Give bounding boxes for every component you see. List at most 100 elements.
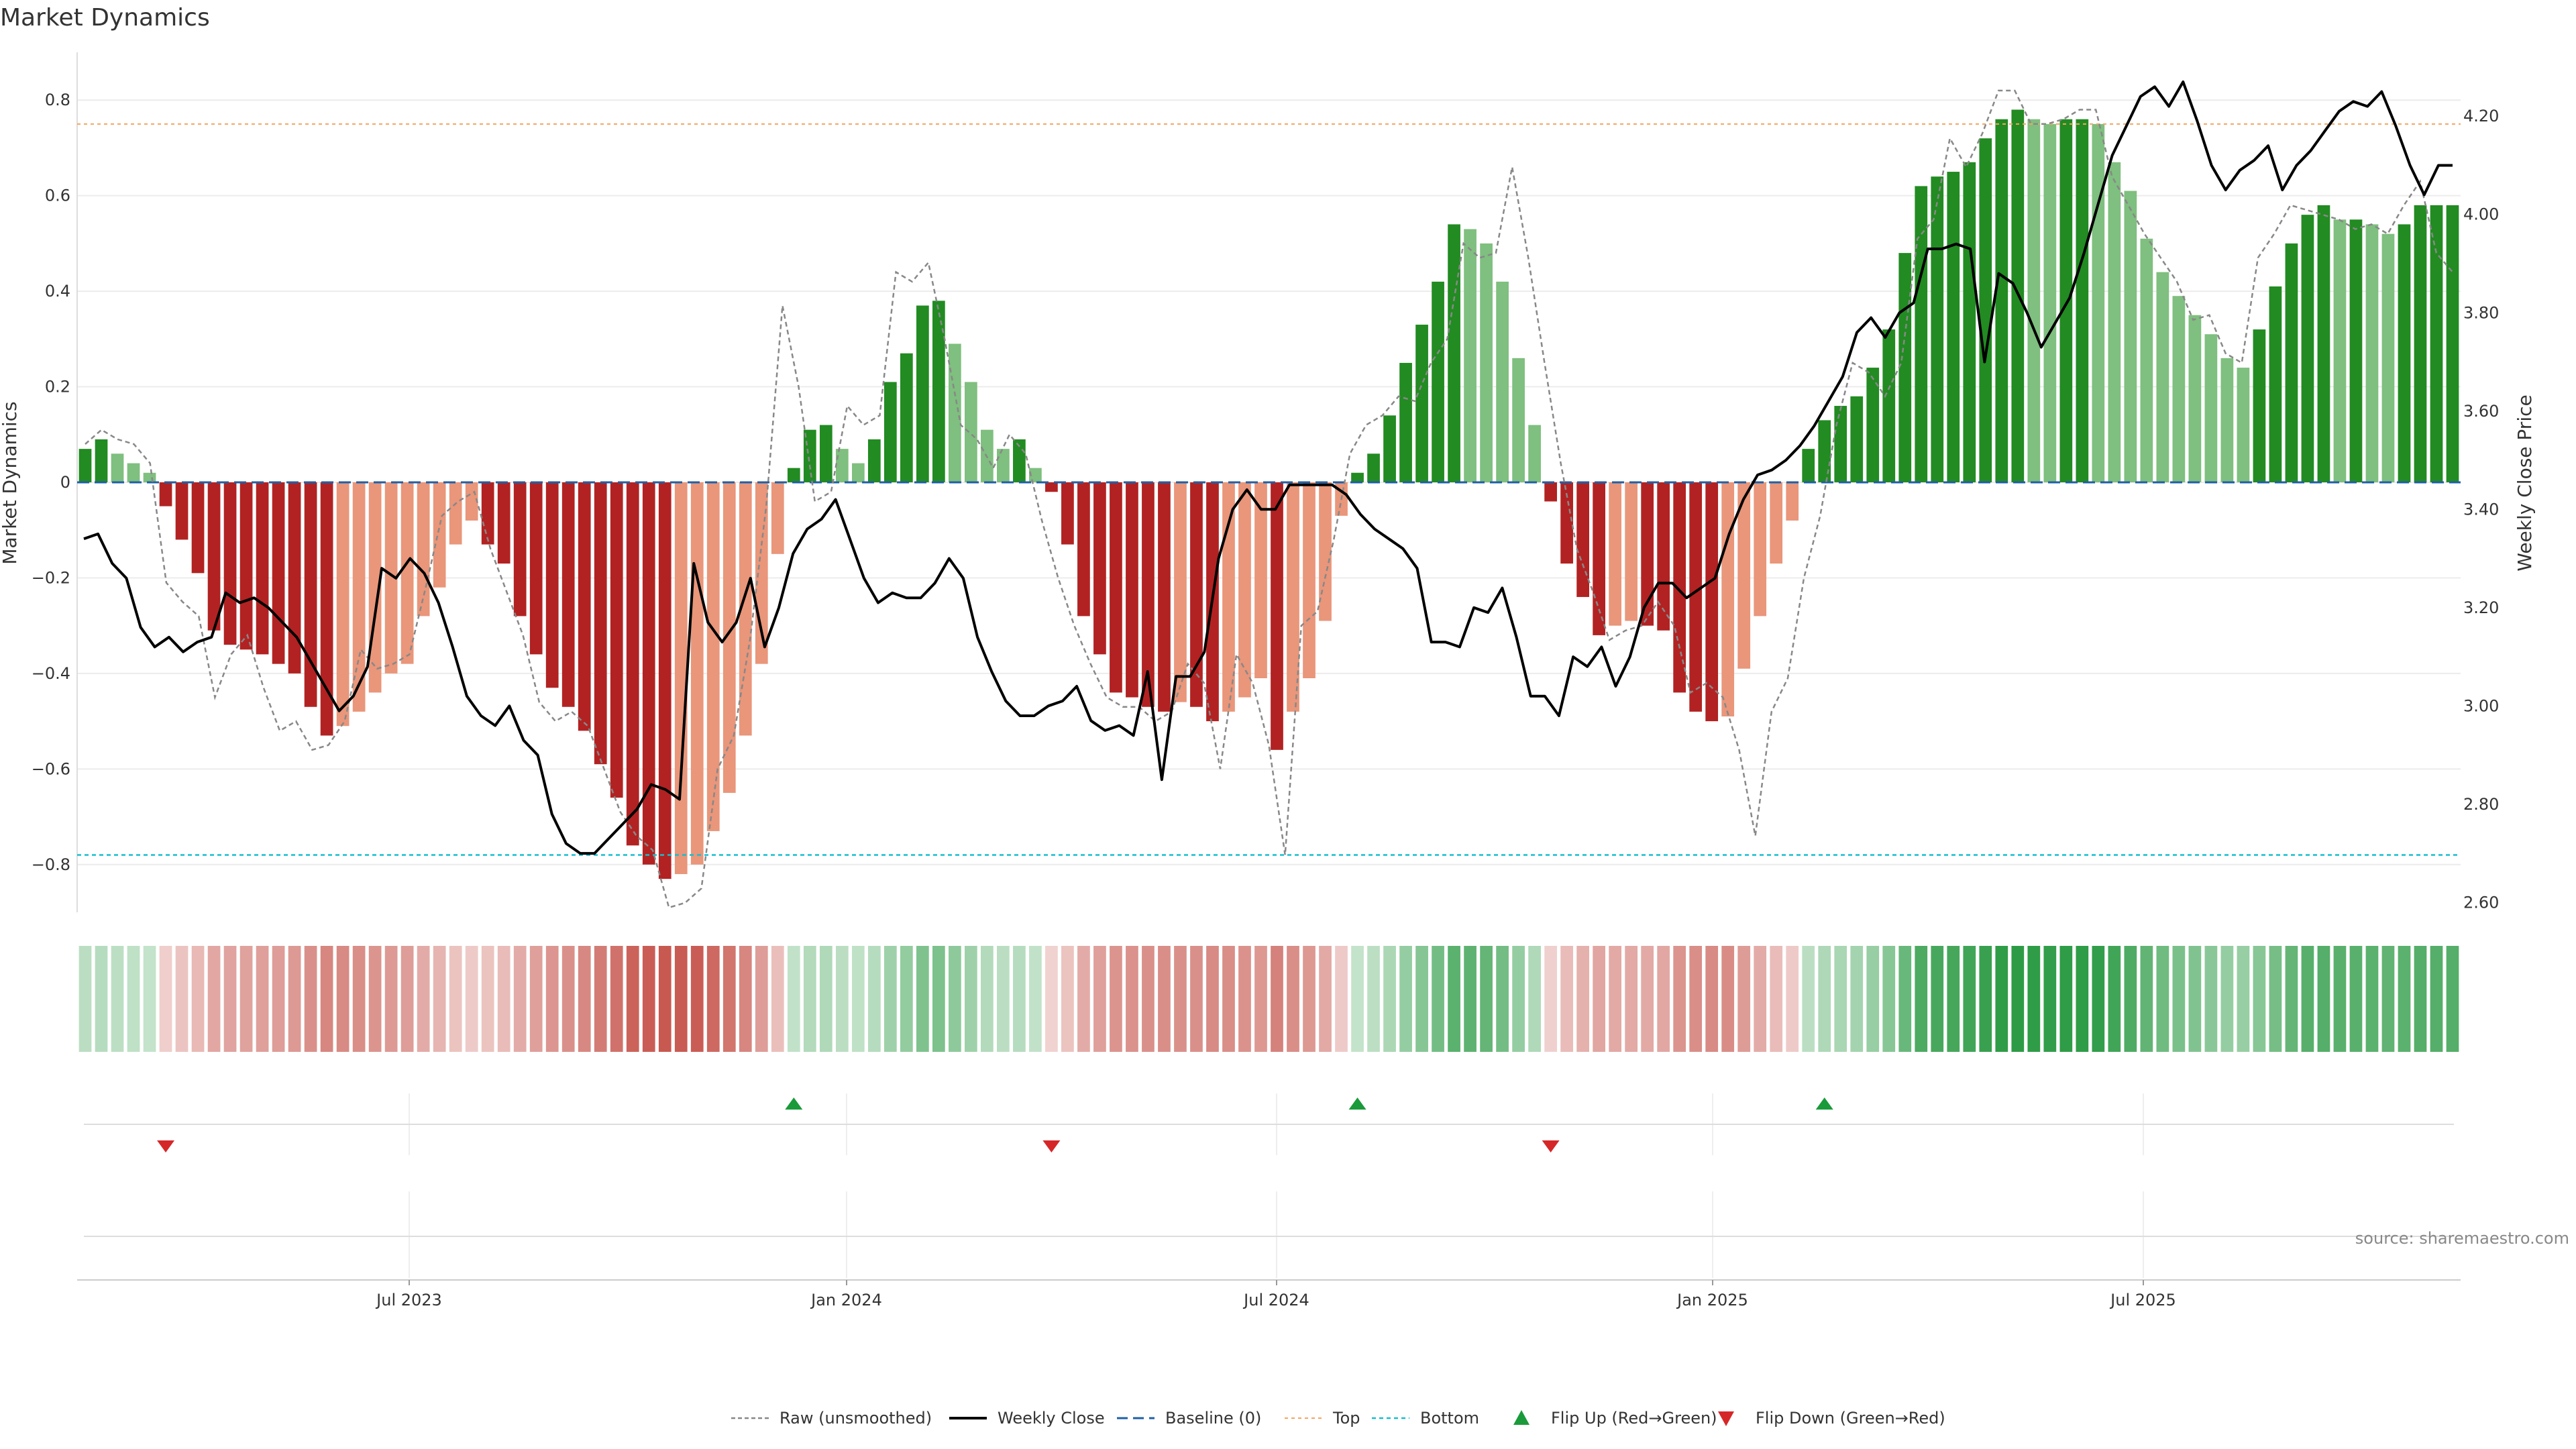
md-bar <box>127 463 140 482</box>
md-bar <box>2446 205 2459 482</box>
md-bar <box>1786 482 1799 521</box>
md-bar <box>1061 482 1074 545</box>
heat-cell <box>1995 946 2008 1052</box>
legend: Raw (unsmoothed) Weekly Close Baseline (0)… <box>731 1409 1945 1428</box>
heat-cell <box>1866 946 1880 1052</box>
md-bar <box>1496 281 1509 482</box>
x-tick-label: Jul 2025 <box>2109 1291 2176 1309</box>
md-bar <box>352 482 366 712</box>
md-bar <box>239 482 253 650</box>
legend-label: Bottom <box>1420 1409 1479 1428</box>
heat-cell <box>561 946 575 1052</box>
heat-cell <box>1737 946 1751 1052</box>
y-tick-label: −0.4 <box>32 664 70 683</box>
heat-cell <box>1480 946 1493 1052</box>
heat-cell <box>2301 946 2314 1052</box>
heat-cell <box>465 946 478 1052</box>
heat-cell <box>594 946 607 1052</box>
heat-cell <box>272 946 285 1052</box>
md-bar <box>1850 396 1864 482</box>
heat-cell <box>1383 946 1396 1052</box>
md-bar <box>1319 482 1332 621</box>
md-bar <box>674 482 688 875</box>
heat-cell <box>1415 946 1428 1052</box>
md-bar <box>1512 358 1525 482</box>
md-bar <box>819 425 833 482</box>
heat-cell <box>2059 946 2073 1052</box>
heat-strip <box>78 946 2459 1052</box>
md-bar <box>1657 482 1670 631</box>
md-bar <box>1689 482 1703 712</box>
heat-cell <box>2124 946 2137 1052</box>
heat-cell <box>997 946 1010 1052</box>
heat-cell <box>787 946 800 1052</box>
heat-cell <box>1963 946 1976 1052</box>
heat-cell <box>2349 946 2363 1052</box>
md-bar <box>722 482 736 793</box>
heat-cell <box>433 946 446 1052</box>
heat-cell <box>1947 946 1960 1052</box>
heat-cell <box>949 946 961 1052</box>
md-bar <box>223 482 237 645</box>
heat-cell <box>690 946 704 1052</box>
md-bar <box>900 353 913 482</box>
heat-cell <box>626 946 639 1052</box>
md-bar <box>1947 172 1960 482</box>
md-bar <box>1560 482 1573 564</box>
md-bar <box>1383 415 1396 482</box>
heat-cell <box>1754 946 1767 1052</box>
heat-cell <box>851 946 865 1052</box>
md-bar <box>400 482 414 664</box>
heat-cell <box>1689 946 1703 1052</box>
md-bar <box>1399 362 1412 482</box>
legend-label: Baseline (0) <box>1165 1409 1261 1428</box>
flip-up-marker <box>1348 1097 1366 1110</box>
md-bar <box>256 482 269 655</box>
heat-cell <box>610 946 623 1052</box>
heat-cell <box>223 946 237 1052</box>
legend-label: Weekly Close <box>998 1409 1105 1428</box>
heat-cell <box>304 946 317 1052</box>
heat-cell <box>384 946 398 1052</box>
heat-cell <box>2381 946 2395 1052</box>
heat-cell <box>95 946 108 1052</box>
heat-cell <box>529 946 543 1052</box>
heat-cell <box>1786 946 1799 1052</box>
md-bar <box>1287 482 1299 712</box>
md-bar <box>1866 368 1880 482</box>
heat-cell <box>1190 946 1203 1052</box>
md-bar <box>594 482 607 765</box>
md-bar <box>2156 272 2169 482</box>
heat-cell <box>1367 946 1380 1052</box>
md-bar <box>2124 191 2137 482</box>
heat-cell <box>916 946 929 1052</box>
heat-cell <box>578 946 591 1052</box>
md-bar <box>1593 482 1606 635</box>
heat-cell <box>449 946 462 1052</box>
x-axis: Jul 2023 Jan 2024 Jul 2024 Jan 2025 Jul 2025 <box>77 1279 2461 1309</box>
md-bar <box>610 482 623 798</box>
heat-cell <box>1770 946 1783 1052</box>
legend-symbol-flip_up <box>1513 1410 1529 1425</box>
md-bar <box>320 482 333 736</box>
md-bar <box>417 482 430 616</box>
heat-cell <box>2108 946 2121 1052</box>
legend-label: Top <box>1332 1409 1360 1428</box>
md-bar <box>2349 219 2363 482</box>
md-bar <box>1303 482 1316 679</box>
heat-cell <box>1319 946 1332 1052</box>
heat-cell <box>1721 946 1735 1052</box>
md-bar <box>771 482 784 554</box>
heat-cell <box>739 946 752 1052</box>
y-axis-label: Market Dynamics <box>0 401 21 564</box>
md-bar <box>545 482 559 688</box>
md-bar <box>111 453 124 482</box>
heat-cell <box>1528 946 1541 1052</box>
heat-cell <box>288 946 301 1052</box>
heat-cell <box>1560 946 1573 1052</box>
heat-cell <box>2430 946 2443 1052</box>
md-bar <box>1174 482 1187 702</box>
md-bar <box>690 482 704 865</box>
heat-cell <box>513 946 527 1052</box>
heat-cell <box>1303 946 1316 1052</box>
